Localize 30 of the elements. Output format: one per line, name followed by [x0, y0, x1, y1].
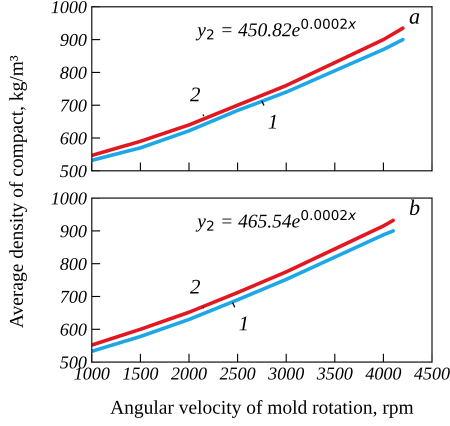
- y-tick-label: 900: [60, 225, 87, 238]
- y-tick-label: 500: [60, 165, 87, 178]
- y-tick-label: 800: [60, 258, 87, 270]
- y-tick-label: 800: [60, 66, 87, 79]
- x-tick-label: 3500: [316, 367, 353, 380]
- x-tick-label: 3000: [268, 367, 304, 380]
- y-tick-label: 500: [60, 356, 87, 369]
- x-tick-label: 1500: [122, 367, 158, 380]
- annotation: 1: [268, 114, 276, 129]
- x-axis-title: Angular velocity of mold rotation, rpm: [110, 400, 414, 418]
- x-tick-label: 4500: [414, 367, 450, 380]
- y-tick-label: 1000: [51, 192, 87, 205]
- annotation: 2: [190, 87, 200, 102]
- y-tick-label: 700: [60, 290, 87, 303]
- annotation: b: [410, 199, 420, 216]
- annotation: y$_{2}$ = 450.82e$^{0.0002x}$: [196, 18, 356, 40]
- y-axis-title: Average density of compact, kg/m³: [9, 56, 27, 328]
- annotation: 1: [239, 316, 247, 330]
- x-tick-label: 2500: [220, 367, 256, 380]
- annotation: y$_{2}$ = 465.54e$^{0.0002x}$: [196, 210, 356, 232]
- x-tick-label: 1000: [74, 367, 110, 380]
- annotation: a: [410, 13, 420, 24]
- x-tick-label: 2000: [170, 367, 207, 380]
- annotation: 2: [190, 280, 200, 294]
- x-tick-label: 4000: [365, 367, 402, 380]
- y-tick-label: 1000: [51, 1, 87, 14]
- y-tick-label: 600: [60, 132, 87, 144]
- y-tick-label: 700: [60, 99, 87, 112]
- y-tick-label: 600: [60, 324, 87, 336]
- y-tick-label: 900: [60, 34, 87, 46]
